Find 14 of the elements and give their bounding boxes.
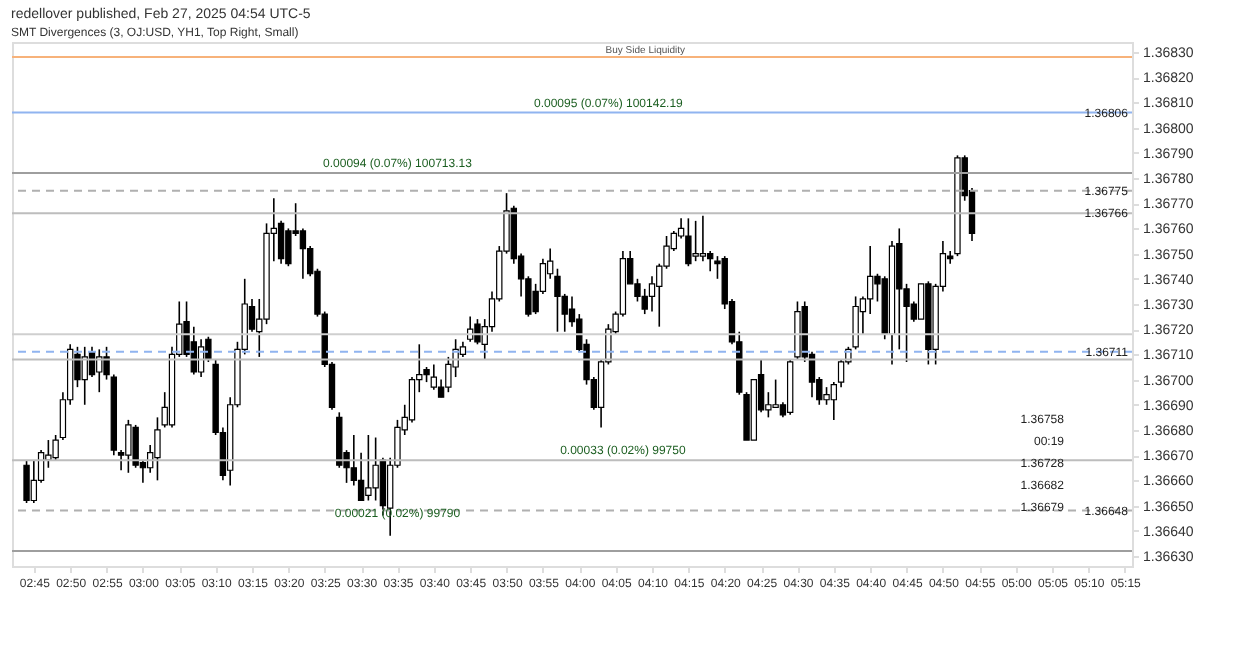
candlestick — [699, 215, 707, 262]
candlestick — [794, 300, 801, 361]
candlestick — [430, 363, 438, 391]
candlestick — [96, 348, 103, 393]
candlestick — [852, 295, 859, 351]
candlestick — [685, 217, 692, 268]
candlestick — [23, 459, 30, 504]
candlestick — [692, 220, 699, 262]
candlestick — [125, 419, 132, 474]
candlestick — [372, 436, 379, 502]
candlestick — [81, 346, 88, 406]
candlestick — [299, 227, 307, 280]
candlestick — [365, 434, 372, 502]
candlestick — [772, 378, 779, 409]
